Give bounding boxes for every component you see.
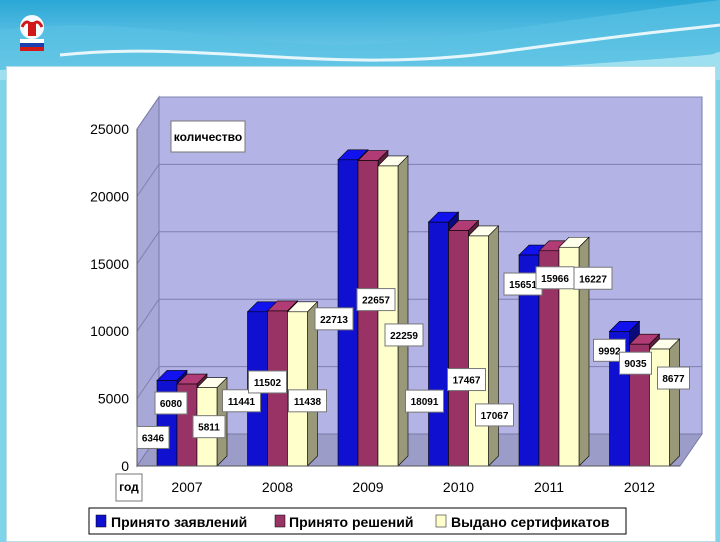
gridline-4	[136, 163, 702, 197]
legend-label-1: Принято решений	[289, 514, 413, 530]
x-category-2012: 2012	[624, 479, 655, 495]
svg-text:22713: 22713	[320, 315, 348, 326]
svg-text:22259: 22259	[390, 331, 418, 342]
data-label-2012-0: 9992	[593, 338, 626, 362]
x-category-2010: 2010	[443, 479, 474, 495]
gridline-3	[136, 231, 702, 265]
data-label-2012-1: 9035	[619, 351, 652, 375]
x-category-2011: 2011	[534, 479, 564, 495]
svg-text:17067: 17067	[481, 411, 509, 422]
x-axis-categories: 2007 2008 2009 2010 2011 2012	[171, 479, 655, 495]
data-label-2010-0: 18091	[405, 389, 444, 413]
svg-text:5811: 5811	[198, 423, 220, 434]
gridline-5	[136, 96, 702, 130]
chart-gridlines	[136, 96, 702, 399]
y-tick-5: 25000	[90, 121, 129, 137]
legend: Принято заявлений Принято решений Выдано…	[88, 507, 627, 535]
data-label-2010-2: 17067	[475, 403, 514, 427]
svg-text:11502: 11502	[254, 378, 282, 389]
x-category-2009: 2009	[352, 479, 383, 495]
data-label-2011-2: 16227	[573, 266, 613, 290]
pension-fund-logo-icon	[20, 15, 44, 51]
svg-text:22657: 22657	[362, 296, 390, 307]
data-label-2008-1: 11502	[248, 370, 287, 394]
legend-swatch-0	[95, 514, 107, 528]
x-category-2007: 2007	[171, 479, 202, 495]
svg-text:16227: 16227	[579, 274, 607, 285]
data-label-2011-1: 15966	[535, 266, 575, 290]
unit-label-box	[170, 120, 246, 153]
y-tick-0: 0	[121, 458, 129, 474]
svg-text:8677: 8677	[662, 374, 685, 385]
data-label-2010-1: 17467	[447, 368, 486, 392]
svg-text:18091: 18091	[411, 397, 439, 408]
data-label-2009-1: 22657	[356, 288, 396, 312]
y-tick-3: 15000	[90, 256, 129, 272]
bar-2010-2	[467, 225, 500, 467]
data-label-2012-2: 8677	[657, 366, 690, 390]
unit-label: количество	[174, 130, 242, 144]
legend-swatch-1	[274, 514, 286, 528]
bar-2008-2	[286, 301, 319, 467]
data-label-2007-2: 5811	[192, 415, 226, 439]
svg-text:9992: 9992	[598, 346, 621, 357]
svg-text:15651: 15651	[509, 280, 537, 291]
svg-text:11438: 11438	[294, 397, 322, 408]
data-label-2007-0: 6346	[136, 425, 170, 449]
x-axis-label: год	[119, 480, 139, 494]
bar-2009-2	[377, 155, 409, 467]
legend-label-0: Принято заявлений	[111, 514, 247, 530]
svg-text:6080: 6080	[160, 399, 183, 410]
svg-text:15966: 15966	[541, 274, 569, 285]
svg-text:9035: 9035	[624, 359, 647, 370]
y-tick-2: 10000	[90, 323, 129, 339]
y-axis-ticks: 0 5000 10000 15000 20000 25000	[90, 121, 680, 474]
data-label-2007-1: 6080	[154, 391, 188, 415]
chart-bars	[156, 149, 681, 467]
data-label-2009-0: 22713	[314, 307, 354, 331]
x-category-2008: 2008	[262, 479, 293, 495]
data-label-2008-2: 11438	[288, 389, 327, 413]
bar-2012-2	[648, 338, 681, 467]
svg-text:11441: 11441	[228, 397, 256, 408]
legend-swatch-2	[435, 514, 447, 528]
legend-label-2: Выдано сертификатов	[451, 514, 610, 530]
legend-box	[88, 507, 627, 535]
data-label-2008-0: 11441	[222, 389, 261, 413]
data-label-2009-2: 22259	[384, 323, 424, 347]
data-labels: 6346 6080 5811 11441 11502 11438 22713 22657 222…	[136, 266, 690, 449]
bar-2011-2	[558, 236, 590, 467]
y-tick-4: 20000	[90, 188, 129, 204]
svg-text:17467: 17467	[453, 376, 481, 387]
xlabel-box	[115, 473, 143, 502]
y-tick-1: 5000	[98, 391, 129, 407]
svg-text:6346: 6346	[142, 433, 165, 444]
